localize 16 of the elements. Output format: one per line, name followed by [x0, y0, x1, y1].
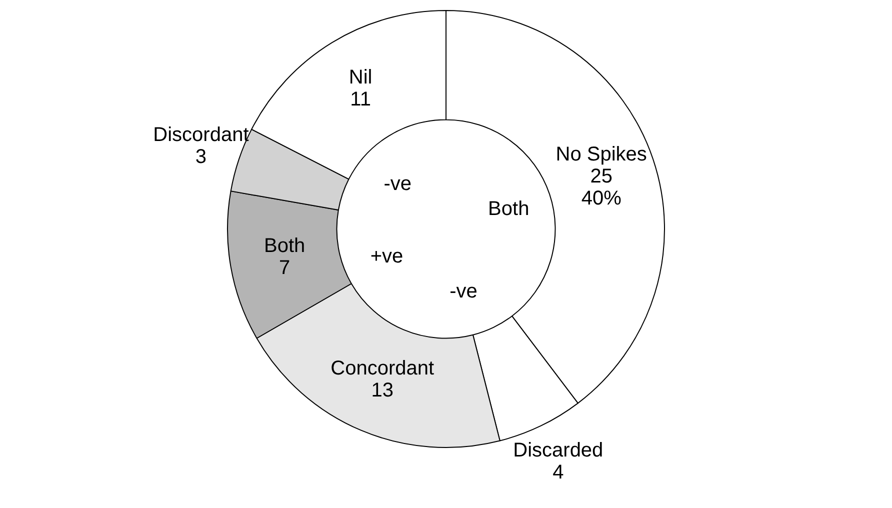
text: Both [488, 198, 530, 220]
slice-label: Discarded [513, 439, 604, 462]
data-label: 11 [350, 88, 371, 111]
data-label: 25 40% [581, 165, 622, 210]
slice-label: Concordant [330, 358, 434, 380]
data-label: 13 [371, 380, 394, 402]
slice-label: Both [264, 234, 306, 257]
text: +ve [370, 246, 404, 268]
data-label: 7 [279, 256, 290, 279]
slice-label: No Spikes [556, 143, 647, 166]
data-label: 4 [552, 461, 564, 484]
text: -ve [450, 280, 478, 303]
text: -ve [384, 173, 412, 196]
slice-label: Nil [348, 66, 372, 89]
data-label: 3 [195, 146, 207, 168]
slice-label: Discordant [153, 124, 250, 146]
